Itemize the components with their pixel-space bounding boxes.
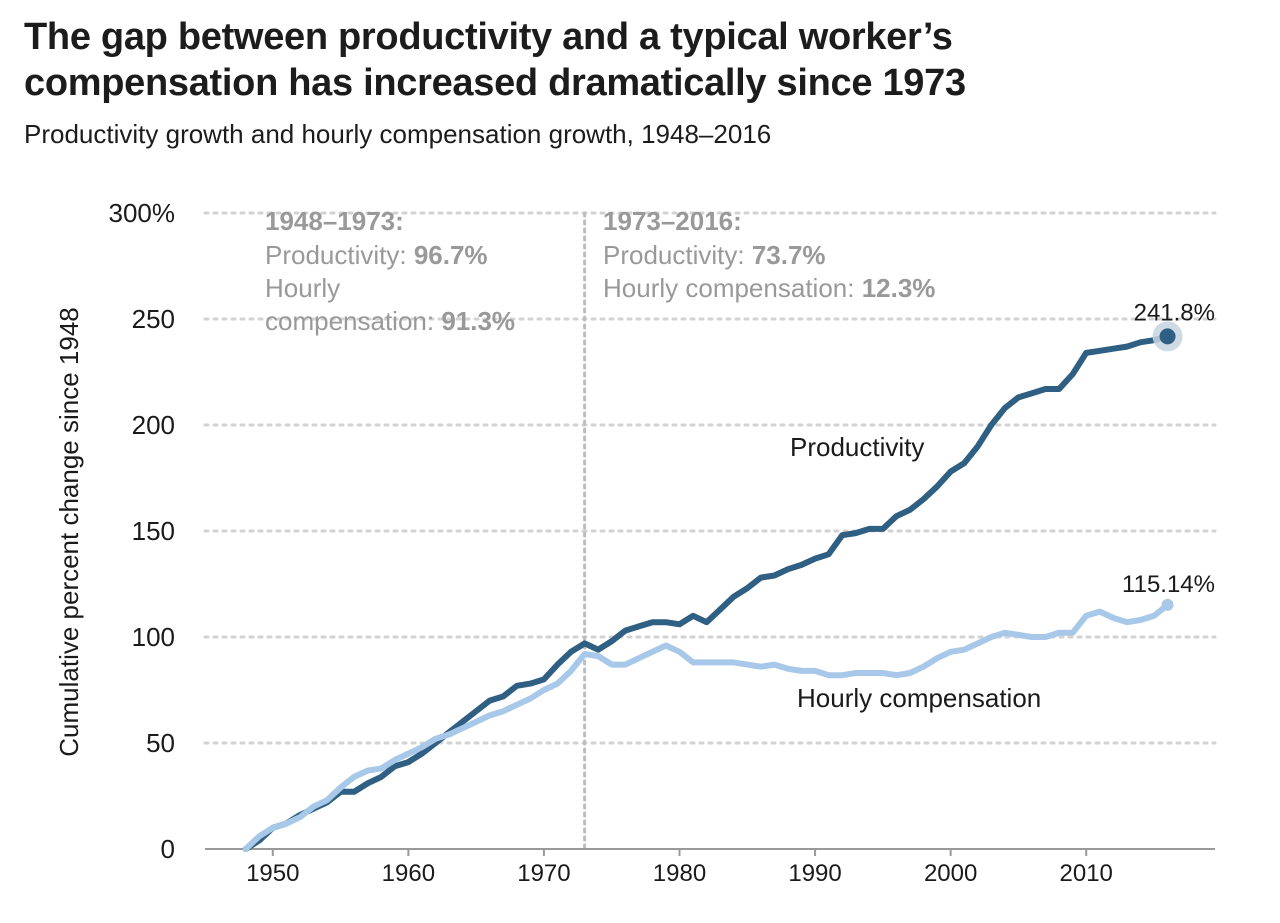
compensation-end-label: 115.14% — [1122, 571, 1215, 598]
compensation-line — [242, 601, 1171, 852]
x-tick-label: 1990 — [788, 860, 841, 887]
y-tick-label: 100 — [132, 622, 175, 652]
annotation-1973-2016-compensation-label: Hourly compensation: — [603, 273, 862, 303]
productivity-endpoint-marker — [1159, 328, 1176, 345]
y-tick-label: 300% — [109, 198, 176, 228]
productivity-end-label: 241.8% — [1134, 299, 1215, 326]
y-tick-label: 50 — [146, 728, 175, 758]
productivity-series-label: Productivity — [790, 432, 924, 462]
y-axis-label: Cumulative percent change since 1948 — [54, 307, 84, 757]
x-tick-label: 1950 — [246, 860, 299, 887]
annotation-1973-2016-productivity: Productivity: 73.7% — [603, 240, 826, 270]
annotation-1973-2016-productivity-label: Productivity: — [603, 240, 752, 270]
x-tick-label: 1980 — [653, 860, 706, 887]
annotation-1948-1973-compensation-value: 91.3% — [441, 306, 515, 336]
y-tick-label: 150 — [132, 516, 175, 546]
annotation-1973-2016: 1973–2016: Productivity: 73.7% Hourly co… — [603, 206, 935, 303]
y-tick-label: 250 — [132, 304, 175, 334]
annotation-1948-1973-productivity-label: Productivity: — [265, 240, 414, 270]
annotation-1948-1973-productivity: Productivity: 96.7% — [265, 240, 488, 270]
chart-title: The gap between productivity and a typic… — [24, 14, 1264, 106]
annotation-1973-2016-productivity-value: 73.7% — [752, 240, 826, 270]
chart-title-line-1: The gap between productivity and a typic… — [24, 16, 953, 58]
y-tick-label: 0 — [161, 834, 175, 864]
x-tick-label: 1960 — [382, 860, 435, 887]
axes: 0 50 100 150 200 250 300% 1950 1960 1970 1980 1990 2… — [109, 198, 1215, 887]
annotation-1948-1973-heading: 1948–1973: — [265, 206, 404, 236]
x-tick-label: 2000 — [924, 860, 977, 887]
annotation-1948-1973-compensation-line-1: Hourly — [265, 273, 340, 303]
compensation-series-label: Hourly compensation — [797, 683, 1041, 713]
series-lines — [242, 333, 1171, 852]
x-tick-label: 2010 — [1060, 860, 1113, 887]
chart-subtitle: Productivity growth and hourly compensat… — [24, 119, 772, 149]
chart-title-line-2: compensation has increased dramatically … — [24, 62, 966, 104]
annotation-1973-2016-heading: 1973–2016: — [603, 206, 742, 236]
productivity-line — [242, 333, 1171, 852]
annotation-1948-1973-compensation: compensation: 91.3% — [265, 306, 515, 336]
annotation-1973-2016-compensation-value: 12.3% — [862, 273, 936, 303]
gridlines — [203, 211, 1217, 851]
annotation-1948-1973-productivity-value: 96.7% — [414, 240, 488, 270]
compensation-endpoint-marker — [1161, 598, 1174, 611]
x-tick-label: 1970 — [517, 860, 570, 887]
y-tick-label: 200 — [132, 410, 175, 440]
series-endpoints: 241.8% 115.14% — [1122, 299, 1215, 611]
annotation-1973-2016-compensation: Hourly compensation: 12.3% — [603, 273, 935, 303]
annotation-1948-1973-compensation-label: compensation: — [265, 306, 441, 336]
annotation-1948-1973: 1948–1973: Productivity: 96.7% Hourly co… — [265, 206, 515, 336]
